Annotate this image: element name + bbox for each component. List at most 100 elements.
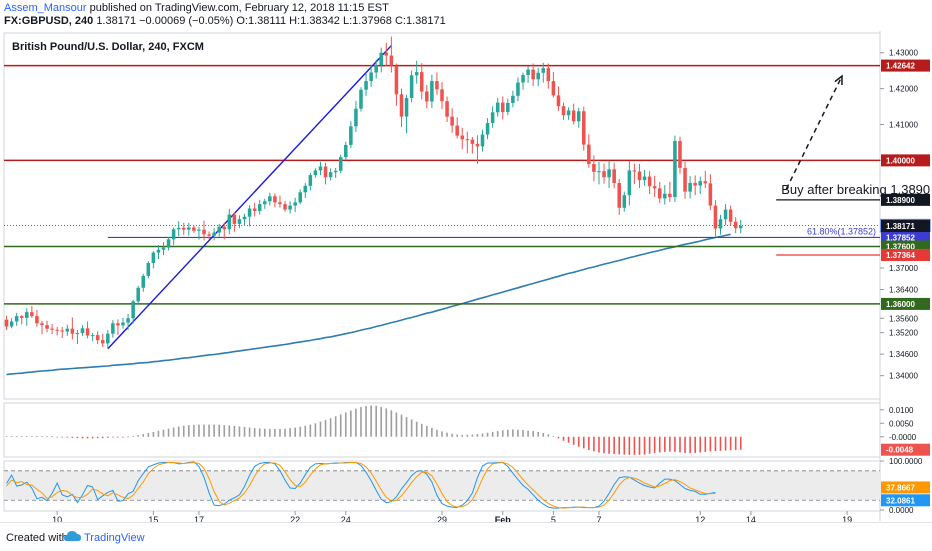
macd-bar xyxy=(603,436,605,454)
created-with-text: Created with xyxy=(6,532,68,544)
candle-body xyxy=(212,232,216,236)
candle-body xyxy=(25,312,29,318)
candle-body xyxy=(728,209,733,222)
candle-body xyxy=(506,102,510,112)
last-price-label: 1.38171 xyxy=(886,222,915,231)
macd-bar xyxy=(299,426,302,437)
macd-bar xyxy=(527,430,529,437)
level-price-label: 1.37852 xyxy=(886,233,915,242)
macd-bar xyxy=(426,425,428,437)
macd-bar xyxy=(512,429,514,437)
candle-body xyxy=(414,72,419,76)
candle-body xyxy=(521,74,525,83)
macd-bar xyxy=(223,425,226,437)
candle-body xyxy=(75,332,80,334)
candle-body xyxy=(222,226,227,230)
fibonacci-label: 61.80%(1.37852) xyxy=(807,226,876,236)
candle-body xyxy=(657,188,662,199)
macd-bar xyxy=(269,428,271,437)
level-price-tag xyxy=(881,297,930,310)
trend-line xyxy=(107,45,392,350)
macd-bar xyxy=(370,405,372,437)
macd-bar xyxy=(532,431,534,437)
candle-body xyxy=(632,170,637,172)
candle-body xyxy=(19,316,24,318)
macd-bar xyxy=(107,436,109,438)
candle-body xyxy=(673,141,677,197)
candle-body xyxy=(571,110,576,122)
macd-pane-frame xyxy=(3,402,881,458)
candle-body xyxy=(263,201,267,205)
macd-bar xyxy=(420,423,423,437)
candle-body xyxy=(181,227,186,230)
candle-body xyxy=(141,275,146,288)
time-tick-label: 17 xyxy=(194,515,204,522)
candle-body xyxy=(90,335,95,337)
macd-bar xyxy=(360,407,362,437)
last-price-tag xyxy=(881,220,930,233)
candle-body xyxy=(516,82,520,96)
candle-body xyxy=(40,323,44,326)
candle-body xyxy=(602,171,606,178)
macd-bar xyxy=(461,434,464,437)
candle-body xyxy=(60,330,65,332)
candle-body xyxy=(718,219,723,229)
candle-body xyxy=(303,185,308,193)
candle-body xyxy=(278,202,282,205)
candle-body xyxy=(647,176,652,187)
macd-bar xyxy=(451,433,453,437)
tradingview-brand[interactable]: TradingView xyxy=(84,532,145,544)
macd-bar xyxy=(177,426,180,437)
candle-body xyxy=(298,192,302,203)
macd-bar xyxy=(552,436,555,438)
macd-bar xyxy=(729,436,732,451)
macd-bar xyxy=(582,436,585,449)
macd-bar xyxy=(714,436,717,452)
macd-bar xyxy=(213,424,215,437)
candle-body xyxy=(708,183,713,206)
candle-body xyxy=(273,196,277,203)
candle-body xyxy=(526,69,530,75)
author-link[interactable]: Assem_Mansour xyxy=(4,2,87,14)
macd-bar xyxy=(294,427,296,437)
candle-body xyxy=(268,196,272,202)
macd-bar xyxy=(122,436,124,438)
macd-bar xyxy=(618,436,621,455)
macd-bar xyxy=(46,436,48,438)
macd-bar xyxy=(152,431,155,437)
level-price-label: 1.42642 xyxy=(886,62,915,71)
candle-body xyxy=(45,325,49,329)
macd-bar xyxy=(248,427,251,437)
macd-bar xyxy=(385,408,388,437)
macd-bar xyxy=(471,434,474,437)
macd-bar xyxy=(314,423,317,437)
symbol-line: FX:GBPUSD, 240 1.38171 −0.00069 (−0.05%)… xyxy=(4,15,446,27)
candle-body xyxy=(136,287,140,302)
candle-body xyxy=(480,134,485,147)
symbol-label: FX:GBPUSD, 240 xyxy=(4,15,94,27)
candle-body xyxy=(485,123,490,135)
candle-body xyxy=(161,247,166,250)
macd-bar xyxy=(162,429,165,437)
candle-body xyxy=(723,209,728,220)
macd-bar xyxy=(613,436,615,455)
macd-bar xyxy=(501,430,504,437)
macd-bar xyxy=(20,436,23,438)
candle-body xyxy=(354,108,358,127)
macd-bar xyxy=(96,436,99,439)
macd-bar xyxy=(724,436,727,451)
level-price-label: 1.38900 xyxy=(886,196,915,205)
candle-body xyxy=(713,205,718,229)
candle-body xyxy=(111,323,115,334)
macd-bar xyxy=(734,436,737,450)
chart-title: British Pound/U.S. Dollar, 240, FXCM xyxy=(12,41,204,53)
chart-canvas[interactable]: 1.430001.420001.410001.400001.390001.380… xyxy=(0,31,932,522)
macd-bar xyxy=(476,434,479,437)
macd-bar xyxy=(481,433,484,437)
macd-bar xyxy=(188,425,190,437)
stochastic-line xyxy=(6,461,716,509)
macd-bar xyxy=(365,405,367,437)
candle-body xyxy=(379,52,384,65)
candle-body xyxy=(283,204,287,210)
level-price-tag xyxy=(881,193,930,206)
